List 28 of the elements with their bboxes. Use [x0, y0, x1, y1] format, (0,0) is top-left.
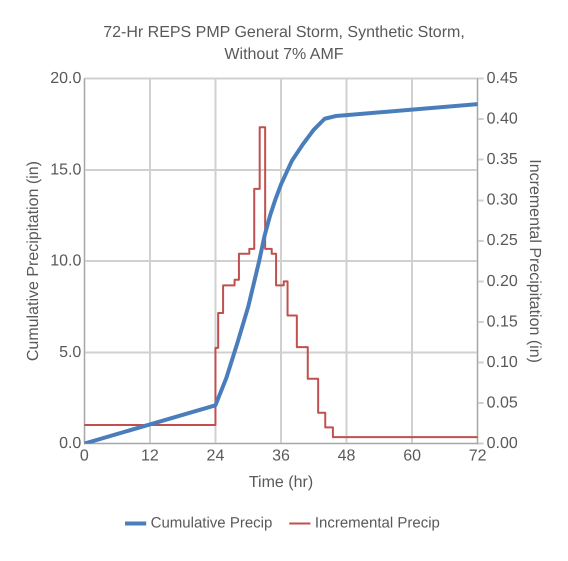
y2-axis-title: Incremental Precipitation (in): [526, 159, 543, 363]
x-tick-label: 48: [338, 448, 356, 465]
y2-tick-label: 0.15: [486, 313, 518, 330]
x-tick-label: 0: [80, 448, 89, 465]
y2-tick-label: 0.40: [486, 110, 518, 128]
x-tick-label: 12: [140, 448, 159, 465]
y-tick-label: 0.0: [59, 435, 82, 452]
y2-tick-label: 0.00: [486, 435, 518, 452]
x-axis-title: Time (hr): [248, 474, 314, 491]
y-tick-label: 10.0: [50, 252, 82, 270]
y2-tick-label: 0.20: [486, 272, 518, 290]
y2-tick-label: 0.30: [486, 192, 518, 209]
y2-tick-label: 0.10: [486, 354, 518, 371]
legend-label: Incremental Precip: [314, 514, 440, 532]
y2-tick-label: 0.05: [486, 394, 518, 412]
x-tick-label: 72: [468, 448, 487, 465]
y-tick-label: 15.0: [50, 161, 82, 178]
y-tick-label: 5.0: [59, 344, 82, 361]
y2-tick-label: 0.35: [486, 151, 518, 168]
legend-label: Cumulative Precip: [150, 514, 272, 532]
chart-title: 72-Hr REPS PMP General Storm, Synthetic Storm, Without 7% AMF: [102, 23, 466, 65]
x-tick-label: 36: [272, 448, 290, 465]
y2-tick-label: 0.25: [486, 232, 518, 250]
x-tick-label: 60: [403, 448, 422, 465]
y-axis-title: Cumulative Precipitation (in): [25, 161, 42, 362]
y2-tick-label: 0.45: [486, 70, 518, 88]
x-tick-label: 24: [206, 448, 224, 465]
y-tick-label: 20.0: [50, 70, 82, 88]
